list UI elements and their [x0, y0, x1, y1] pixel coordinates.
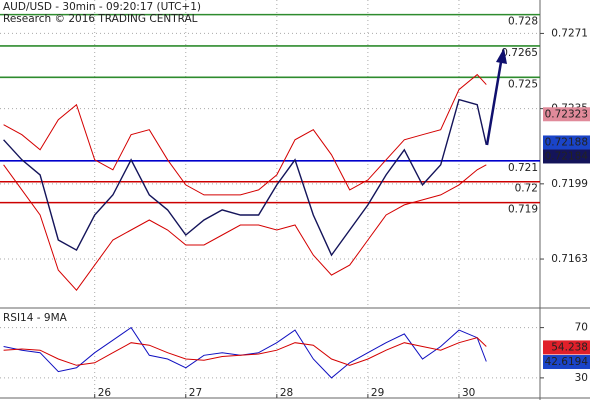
last-value-label: 0.72188: [545, 136, 588, 148]
x-tick-label: 26: [98, 387, 112, 399]
last-value-label: 0.72184: [545, 150, 589, 162]
level-label: 0.7265: [501, 47, 538, 59]
x-tick-label: 27: [189, 387, 202, 399]
last-value-label: 54.238: [551, 341, 588, 353]
panel-title: RSI14 - 9MA: [3, 312, 68, 324]
series-line: [3, 337, 487, 366]
last-value-box: [543, 149, 590, 164]
x-tick-label: 28: [280, 387, 293, 399]
chart-subtitle: Research © 2016 TRADING CENTRAL: [3, 13, 198, 25]
y-tick-label: 0.7163: [551, 253, 588, 265]
chart-title: AUD/USD - 30min - 09:20:17 (UTC+1): [3, 1, 201, 13]
series-line: [3, 98, 487, 257]
level-label: 0.721: [508, 162, 538, 174]
last-value-box: [543, 355, 590, 370]
last-value-box: [543, 135, 590, 150]
level-label: 0.72: [515, 183, 538, 195]
x-tick-label: 29: [371, 387, 384, 399]
y-tick-label: 0.7199: [551, 178, 588, 190]
arrow: [485, 61, 503, 146]
series-line: [3, 164, 487, 291]
last-value-label: 42.6194: [545, 356, 589, 368]
series-line: [3, 326, 487, 379]
last-value-box: [543, 340, 590, 355]
x-tick-label: 30: [462, 387, 475, 399]
level-label: 0.728: [508, 16, 538, 28]
level-label: 0.719: [508, 204, 538, 216]
last-value-label: 0.72323: [545, 108, 588, 120]
last-value-box: [543, 107, 590, 122]
y-tick-label: 30: [575, 372, 588, 384]
y-tick-label: 70: [575, 322, 588, 334]
arrow-head: [496, 48, 507, 64]
level-label: 0.725: [508, 78, 538, 90]
y-tick-label: 0.7271: [551, 27, 588, 39]
series-line: [3, 73, 487, 196]
